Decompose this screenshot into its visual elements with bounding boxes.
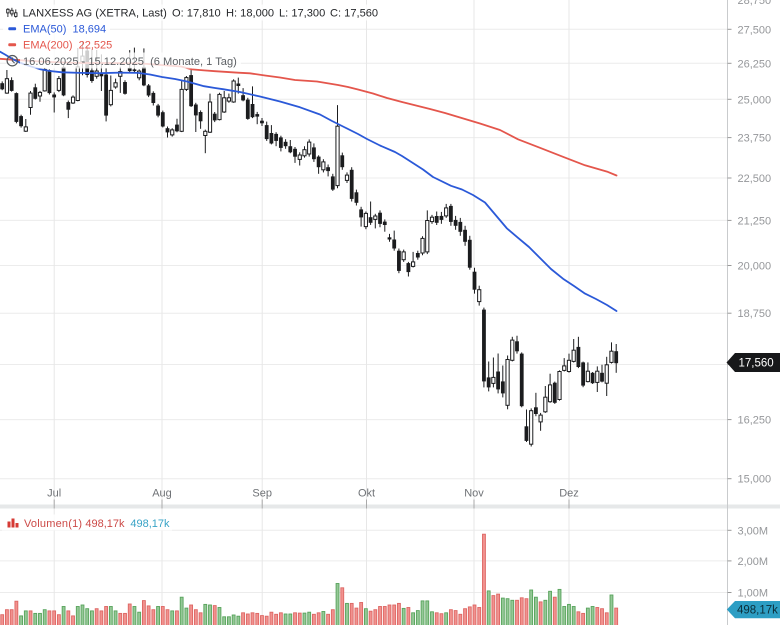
svg-text:Aug: Aug: [152, 488, 172, 500]
svg-text:C: 17,560: C: 17,560: [330, 8, 378, 20]
svg-text:22,500: 22,500: [738, 173, 772, 185]
svg-text:25,000: 25,000: [738, 94, 772, 106]
svg-text:15,000: 15,000: [738, 474, 772, 486]
svg-text:16,250: 16,250: [738, 415, 772, 427]
svg-text:20,000: 20,000: [738, 261, 772, 273]
svg-text:498,17k: 498,17k: [130, 518, 170, 530]
svg-text:17,560: 17,560: [739, 358, 774, 370]
svg-text:LANXESS AG (XETRA, Last): LANXESS AG (XETRA, Last): [23, 8, 167, 20]
svg-text:Nov: Nov: [464, 488, 484, 500]
svg-text:Sep: Sep: [252, 488, 272, 500]
svg-text:18,750: 18,750: [738, 308, 772, 320]
svg-text:498,17k: 498,17k: [85, 518, 125, 530]
svg-text:21,250: 21,250: [738, 215, 772, 227]
svg-text:1,00M: 1,00M: [738, 588, 769, 600]
svg-text:Jul: Jul: [47, 488, 61, 500]
svg-text:L: 17,300: L: 17,300: [279, 8, 325, 20]
svg-text:Volumen(1): Volumen(1): [24, 518, 82, 530]
svg-text:EMA(200) 22,525: EMA(200) 22,525: [23, 40, 112, 52]
svg-text:Dez: Dez: [559, 488, 579, 500]
svg-text:16.06.2025 - 15.12.2025 (6 Mo: 16.06.2025 - 15.12.2025 (6 Monate, 1 Tag…: [23, 56, 237, 68]
svg-text:EMA(50) 18,694: EMA(50) 18,694: [23, 24, 106, 36]
svg-text:23,750: 23,750: [738, 133, 772, 145]
svg-text:O: 17,810: O: 17,810: [172, 8, 221, 20]
svg-text:3,00M: 3,00M: [738, 525, 769, 537]
svg-text:27,500: 27,500: [738, 24, 772, 36]
svg-text:H: 18,000: H: 18,000: [226, 8, 274, 20]
svg-text:26,250: 26,250: [738, 58, 772, 70]
svg-text:28,750: 28,750: [738, 0, 772, 7]
svg-text:2,00M: 2,00M: [738, 556, 769, 568]
svg-text:Okt: Okt: [358, 488, 375, 500]
svg-text:498,17k: 498,17k: [737, 605, 778, 617]
